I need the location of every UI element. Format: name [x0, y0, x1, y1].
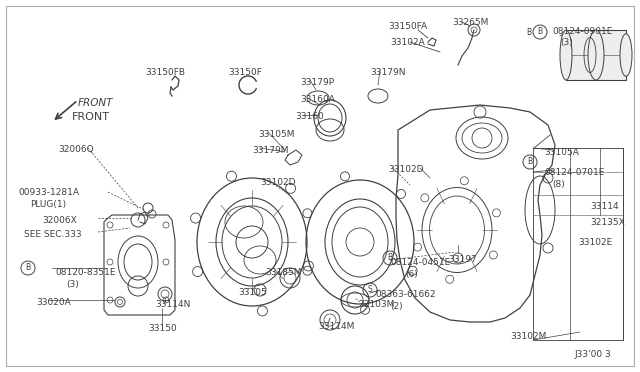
Text: 33150: 33150: [148, 324, 177, 333]
Text: (3): (3): [560, 38, 573, 47]
Text: 33102A: 33102A: [390, 38, 425, 47]
Bar: [533, 148, 623, 340]
Text: 08124-0701E: 08124-0701E: [544, 168, 604, 177]
Text: 00933-1281A: 00933-1281A: [18, 188, 79, 197]
Text: B: B: [26, 263, 31, 273]
Text: 32006Q: 32006Q: [58, 145, 93, 154]
Text: 33102D: 33102D: [388, 165, 424, 174]
Text: 33102E: 33102E: [578, 238, 612, 247]
Text: 33160A: 33160A: [300, 95, 335, 104]
Text: 33114N: 33114N: [155, 300, 190, 309]
Text: SEE SEC.333: SEE SEC.333: [24, 230, 82, 239]
Text: 08120-8351E: 08120-8351E: [55, 268, 115, 277]
Text: 33020A: 33020A: [36, 298, 71, 307]
Text: FRONT: FRONT: [78, 98, 113, 108]
Text: PLUG(1): PLUG(1): [30, 200, 66, 209]
Ellipse shape: [560, 30, 572, 80]
Text: (2): (2): [390, 302, 403, 311]
Text: 33179P: 33179P: [300, 78, 334, 87]
Text: (6): (6): [405, 270, 418, 279]
Text: B: B: [527, 157, 532, 167]
Bar: [566, 30, 626, 80]
Text: (3): (3): [66, 280, 79, 289]
Text: B: B: [387, 253, 392, 263]
Text: 08124-0901E: 08124-0901E: [552, 27, 612, 36]
Text: 33102D: 33102D: [260, 178, 296, 187]
Text: 33179N: 33179N: [370, 68, 406, 77]
Text: 32103M: 32103M: [358, 300, 394, 309]
Text: 32135X: 32135X: [590, 218, 625, 227]
Text: 33102M: 33102M: [510, 332, 547, 341]
Text: 08363-61662: 08363-61662: [375, 290, 436, 299]
Text: 33150FA: 33150FA: [388, 22, 427, 31]
Text: B: B: [526, 28, 531, 37]
Text: 32006X: 32006X: [42, 216, 77, 225]
Text: S: S: [367, 285, 372, 295]
Text: 33150FB: 33150FB: [145, 68, 185, 77]
Ellipse shape: [588, 30, 604, 80]
Text: 33105M: 33105M: [258, 130, 294, 139]
Text: J33'00 3: J33'00 3: [574, 350, 611, 359]
Text: (8): (8): [552, 180, 564, 189]
Text: B: B: [538, 28, 543, 36]
Ellipse shape: [620, 34, 632, 76]
Text: 33114M: 33114M: [318, 322, 355, 331]
Text: 33185M: 33185M: [265, 268, 301, 277]
Text: 33160: 33160: [295, 112, 324, 121]
Text: 33197: 33197: [448, 255, 477, 264]
Text: 33105: 33105: [238, 288, 267, 297]
Text: FRONT: FRONT: [72, 112, 110, 122]
Text: 33179M: 33179M: [252, 146, 289, 155]
Text: 33114: 33114: [590, 202, 619, 211]
Text: 08124-0451E: 08124-0451E: [390, 258, 451, 267]
Text: 33150F: 33150F: [228, 68, 262, 77]
Text: 33105A: 33105A: [544, 148, 579, 157]
Text: 33265M: 33265M: [452, 18, 488, 27]
